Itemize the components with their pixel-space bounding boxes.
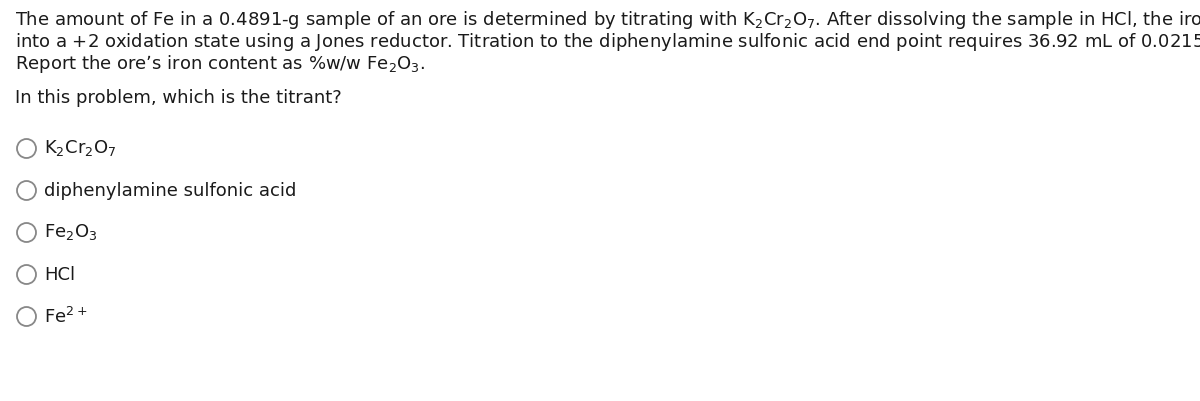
Text: K$_2$Cr$_2$O$_7$: K$_2$Cr$_2$O$_7$: [44, 138, 116, 158]
Text: HCl: HCl: [44, 265, 76, 284]
Text: Fe$_2$O$_3$: Fe$_2$O$_3$: [44, 223, 97, 243]
Text: Fe$^{2+}$: Fe$^{2+}$: [44, 306, 88, 326]
Text: The amount of Fe in a 0.4891-g sample of an ore is determined by titrating with : The amount of Fe in a 0.4891-g sample of…: [14, 9, 1200, 31]
Text: Report the ore’s iron content as %w/w Fe$_2$O$_3$.: Report the ore’s iron content as %w/w Fe…: [14, 53, 425, 75]
Text: In this problem, which is the titrant?: In this problem, which is the titrant?: [14, 89, 342, 107]
Text: diphenylamine sulfonic acid: diphenylamine sulfonic acid: [44, 182, 296, 200]
Text: into a +2 oxidation state using a Jones reductor. Titration to the diphenylamine: into a +2 oxidation state using a Jones …: [14, 31, 1200, 53]
